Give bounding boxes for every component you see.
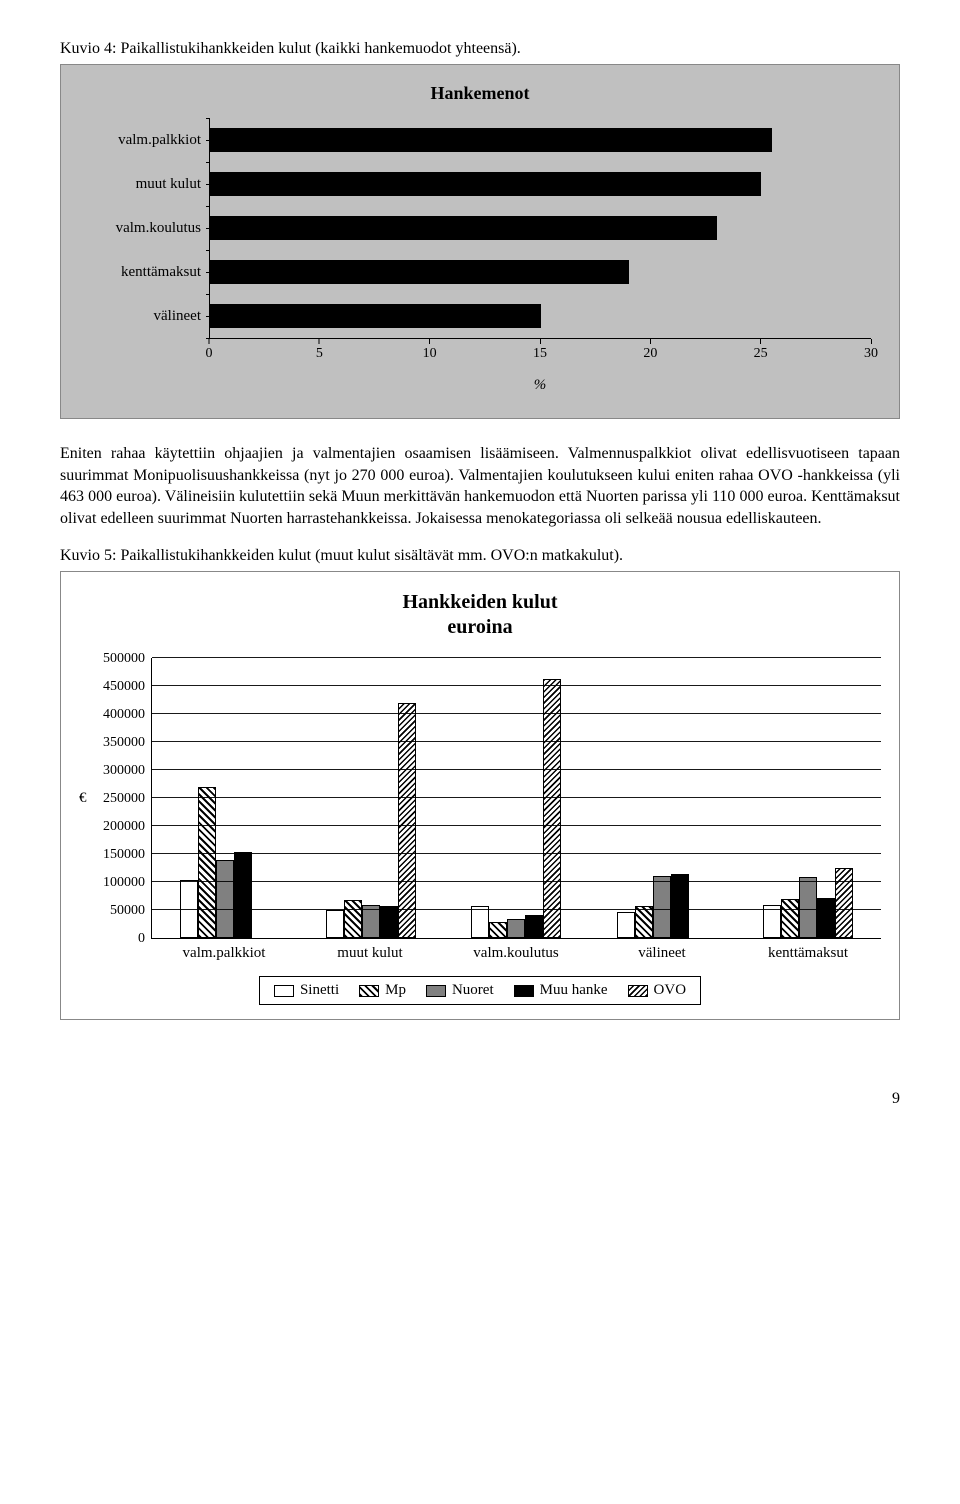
chart2-bar [326, 910, 344, 938]
chart2-ytick: 100000 [79, 875, 145, 891]
chart1-xtick: 0 [206, 339, 213, 362]
hankemenot-chart: Hankemenot valm.palkkiotmuut kulutvalm.k… [60, 64, 900, 419]
chart1-bar [210, 216, 717, 240]
body-paragraph: Eniten rahaa käytettiin ohjaajien ja val… [60, 443, 900, 529]
chart1-category-label: valm.koulutus [89, 206, 209, 250]
chart2-bar [489, 922, 507, 939]
chart2-title-line1: Hankkeiden kulut [402, 591, 557, 613]
chart2-ytick: 500000 [79, 651, 145, 667]
chart2-ytick: 350000 [79, 735, 145, 751]
chart1-xtick: 15 [533, 339, 547, 362]
chart2-ytick: 150000 [79, 847, 145, 863]
chart2-category-label: kenttämaksut [735, 939, 881, 962]
legend-label: Sinetti [300, 982, 339, 999]
figure5-caption: Kuvio 5: Paikallistukihankkeiden kulut (… [60, 547, 900, 565]
chart2-bar [398, 703, 416, 938]
legend-item: OVO [628, 982, 687, 999]
chart1-category-label: kenttämaksut [89, 250, 209, 294]
chart2-group [589, 658, 735, 938]
legend-label: Mp [385, 982, 406, 999]
chart2-category-label: valm.koulutus [443, 939, 589, 962]
hankkeiden-kulut-chart: Hankkeiden kulut euroina € 0500001000001… [60, 571, 900, 1020]
chart2-group [735, 658, 881, 938]
chart2-category-label: välineet [589, 939, 735, 962]
legend-label: OVO [654, 982, 687, 999]
chart2-bar [234, 852, 252, 939]
chart1-xtick: 30 [864, 339, 878, 362]
chart2-group [444, 658, 590, 938]
chart1-plot: valm.palkkiotmuut kulutvalm.koulutuskent… [89, 118, 871, 339]
legend-label: Muu hanke [540, 982, 608, 999]
figure4-caption: Kuvio 4: Paikallistukihankkeiden kulut (… [60, 40, 900, 58]
chart2-bar [817, 898, 835, 938]
chart2-bar [799, 877, 817, 939]
chart1-bar [210, 304, 541, 328]
chart2-bar [344, 900, 362, 938]
legend-item: Nuoret [426, 982, 494, 999]
chart2-bar [471, 906, 489, 938]
chart2-group [298, 658, 444, 938]
chart1-xtick: 25 [754, 339, 768, 362]
legend-item: Sinetti [274, 982, 339, 999]
chart2-bar [671, 874, 689, 938]
chart1-xtick: 20 [643, 339, 657, 362]
chart1-bar [210, 260, 629, 284]
legend-swatch [426, 985, 446, 997]
chart2-category-label: muut kulut [297, 939, 443, 962]
chart2-category-label: valm.palkkiot [151, 939, 297, 962]
chart2-group [152, 658, 298, 938]
chart2-ytick: 450000 [79, 679, 145, 695]
legend-swatch [514, 985, 534, 997]
page-number: 9 [60, 1090, 900, 1108]
chart1-title: Hankemenot [89, 83, 871, 104]
legend-item: Muu hanke [514, 982, 608, 999]
chart2-bar [216, 860, 234, 938]
chart2-bar [617, 912, 635, 939]
chart2-bar [198, 787, 216, 938]
chart2-bar [781, 899, 799, 938]
chart1-xlabel: % [209, 377, 871, 394]
chart2-ytick: 200000 [79, 819, 145, 835]
chart2-bar [525, 915, 543, 939]
legend-item: Mp [359, 982, 406, 999]
chart2-bar [543, 679, 561, 938]
chart2-title: Hankkeiden kulut euroina [79, 590, 881, 640]
chart2-ytick: 50000 [79, 903, 145, 919]
chart2-legend: Sinetti Mp Nuoret Muu hanke OVO [259, 976, 701, 1005]
chart2-bar [653, 876, 671, 939]
chart2-ytick: 250000 [79, 791, 145, 807]
chart2-bar [380, 906, 398, 938]
chart1-category-label: muut kulut [89, 162, 209, 206]
chart2-ytick: 0 [79, 931, 145, 947]
chart2-bar [835, 868, 853, 938]
legend-swatch [274, 985, 294, 997]
chart2-title-line2: euroina [447, 616, 512, 638]
chart1-xtick: 5 [316, 339, 323, 362]
chart2-bar [635, 906, 653, 938]
legend-swatch [628, 985, 648, 997]
chart1-bar [210, 172, 761, 196]
chart1-category-label: välineet [89, 294, 209, 338]
chart2-ytick: 400000 [79, 707, 145, 723]
chart1-category-label: valm.palkkiot [89, 118, 209, 162]
chart1-xtick: 10 [423, 339, 437, 362]
chart2-ytick: 300000 [79, 763, 145, 779]
legend-label: Nuoret [452, 982, 494, 999]
chart1-bar [210, 128, 772, 152]
chart2-bar [507, 919, 525, 939]
legend-swatch [359, 985, 379, 997]
